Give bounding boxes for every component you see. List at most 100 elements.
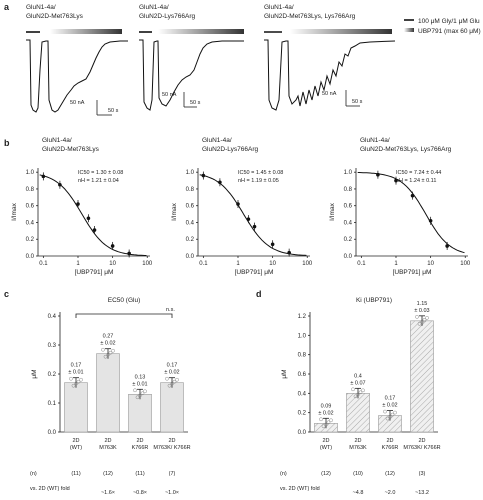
y-tick-label: 0.0 xyxy=(186,254,195,260)
replicate-point xyxy=(326,420,331,425)
bar xyxy=(346,393,370,433)
replicate-point xyxy=(324,422,328,427)
fold-value: ~1.6× xyxy=(101,490,115,496)
dose-plot-title-2: GluN2D-Lys766Arg xyxy=(202,146,259,153)
dose-plot-1: GluN1-4a/GluN2D-Met763Lys IC50 = 1.30 ± 0… xyxy=(11,137,153,276)
replicate-point xyxy=(167,383,172,388)
replicate-point xyxy=(101,347,105,352)
bar-value: 0.09 xyxy=(321,403,332,409)
trace-2-title-1: GluN1-4a/ xyxy=(139,4,169,11)
bar-error: ± 0.01 xyxy=(132,381,147,387)
x-tick-label: 1 xyxy=(76,261,80,267)
bar-value: 0.17 xyxy=(385,396,396,402)
y-tick-label: 0.0 xyxy=(48,430,57,436)
y-tick-label: 0.6 xyxy=(344,204,353,210)
fold-label: vs. 2D (WT) fold xyxy=(280,486,320,492)
category-label-2: M763K xyxy=(349,445,367,451)
legend-glu-label: 100 μM Gly/1 μM Glu xyxy=(418,18,480,25)
x-tick-label: 100 xyxy=(460,261,471,267)
dose-plot-title-1: GluN1-4a/ xyxy=(202,137,232,144)
replicate-point xyxy=(383,409,387,414)
bar xyxy=(410,320,434,433)
data-point xyxy=(76,202,80,206)
fold-value: ~13.2 xyxy=(415,490,429,496)
data-point xyxy=(287,250,291,255)
data-point xyxy=(41,174,46,179)
fit-curve xyxy=(357,172,465,254)
ki-bar-chart: Ki (UBP791)0.00.20.40.60.81.01.2μM0.09± … xyxy=(280,297,441,496)
bar-error: ± 0.02 xyxy=(382,403,397,409)
dose-plot-title-2: GluN2D-Met763Lys, Lys766Arg xyxy=(360,146,452,153)
y-tick-label: 0.2 xyxy=(26,237,35,243)
nh-label: nH = 1.24 ± 0.11 xyxy=(396,178,436,184)
fold-value: ~2.0 xyxy=(385,490,396,496)
y-axis-label: I/Imax xyxy=(329,202,336,220)
n-value: (10) xyxy=(353,471,363,477)
bar-value: 0.27 xyxy=(103,334,114,340)
y-tick-label: 0.0 xyxy=(298,430,307,436)
y-tick-label: 0.0 xyxy=(26,254,35,260)
bar-value: 1.15 xyxy=(417,301,428,307)
data-point xyxy=(92,228,97,232)
replicate-point xyxy=(351,387,355,392)
x-tick-label: 0.1 xyxy=(39,261,48,267)
y-tick-label: 0.8 xyxy=(298,353,307,359)
replicate-point xyxy=(329,418,333,423)
replicate-point xyxy=(74,381,78,386)
dose-plot-title-1: GluN1-4a/ xyxy=(360,137,390,144)
trace-1-title-2: GluN2D-Met763Lys xyxy=(26,13,84,20)
category-label-1: 2D xyxy=(72,438,79,444)
trace-3-title-2: GluN2D-Met763Lys, Lys766Arg xyxy=(264,13,356,20)
bar xyxy=(160,382,184,433)
trace-2-title-2: GluN2D-Lys766Arg xyxy=(139,13,196,20)
n-label: (n) xyxy=(30,471,37,477)
bar-value: 0.13 xyxy=(135,374,146,380)
replicate-point xyxy=(108,350,113,355)
category-label-1: 2D xyxy=(322,438,329,444)
y-tick-label: 0.4 xyxy=(48,314,57,320)
trace-3-path xyxy=(264,39,396,111)
ic50-label: IC50 = 1.45 ± 0.08 xyxy=(238,170,283,176)
data-point xyxy=(252,224,257,229)
category-label-2: M763K/ K766R xyxy=(403,445,440,451)
replicate-point xyxy=(388,414,392,419)
n-label: (n) xyxy=(280,471,287,477)
x-tick-label: 10 xyxy=(109,261,116,267)
y-tick-label: 0.4 xyxy=(26,220,35,226)
bar-value: 0.4 xyxy=(354,373,362,379)
replicate-point xyxy=(353,394,358,399)
n-value: (3) xyxy=(419,471,426,477)
n-value: (12) xyxy=(321,471,331,477)
chart-title: Ki (UBP791) xyxy=(356,297,392,304)
data-point xyxy=(86,216,91,221)
replicate-point xyxy=(422,317,427,322)
data-point xyxy=(58,182,62,187)
data-point xyxy=(376,172,380,177)
bar-value: 0.17 xyxy=(71,363,82,369)
bar-error: ± 0.02 xyxy=(100,341,115,347)
panel-d-label: d xyxy=(256,289,262,299)
replicate-point xyxy=(390,412,395,417)
y-tick-label: 0.8 xyxy=(344,187,353,193)
category-label-1: 2D xyxy=(354,438,361,444)
category-label-1: 2D xyxy=(104,438,111,444)
replicate-point xyxy=(79,377,83,382)
bar-error: ± 0.01 xyxy=(68,370,83,376)
scale-t-label-3: 50 s xyxy=(352,99,363,105)
bar-value: 0.17 xyxy=(167,363,178,369)
bar xyxy=(96,353,120,433)
y-axis-label: μM xyxy=(31,369,38,378)
replicate-point xyxy=(415,314,419,319)
category-label-2: (WT) xyxy=(70,445,82,451)
bar-error: ± 0.07 xyxy=(350,380,365,386)
y-tick-label: 0.2 xyxy=(186,237,195,243)
fold-value: ~4.8 xyxy=(353,490,364,496)
x-tick-label: 1 xyxy=(394,261,398,267)
y-tick-label: 0.8 xyxy=(26,187,35,193)
replicate-point xyxy=(106,352,110,357)
replicate-point xyxy=(425,315,429,320)
replicate-point xyxy=(420,319,424,324)
y-tick-label: 0.3 xyxy=(48,343,57,349)
y-axis-label: I/Imax xyxy=(171,202,178,220)
bar-error: ± 0.02 xyxy=(164,370,179,376)
